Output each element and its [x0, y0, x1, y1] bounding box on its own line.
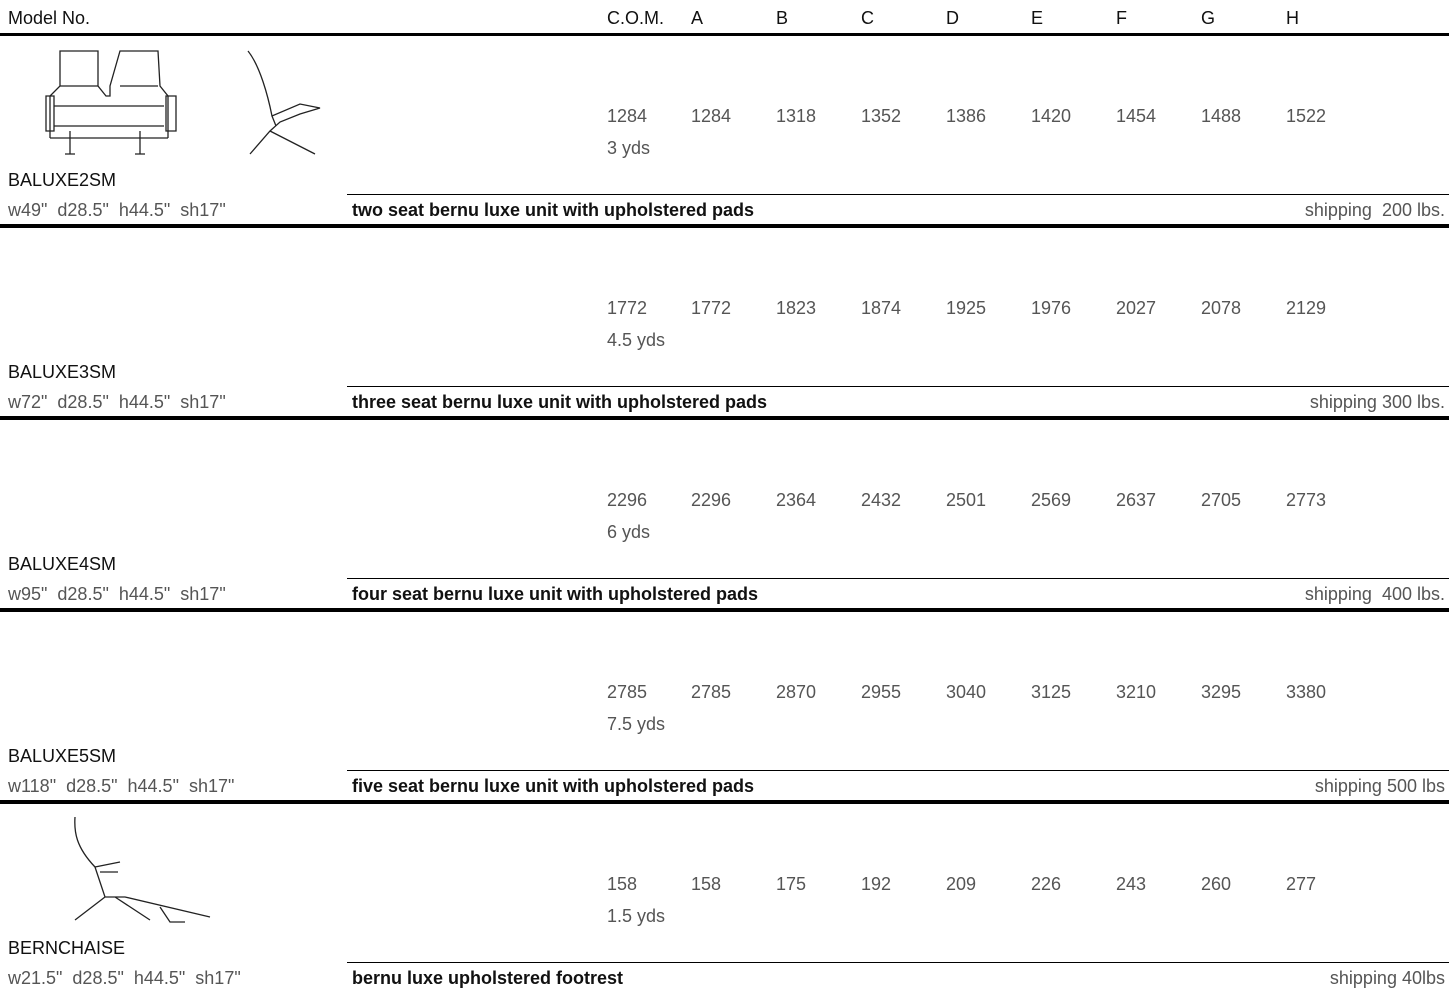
- price: 3210: [1116, 682, 1157, 702]
- shipping: shipping 300 lbs.: [1309, 392, 1445, 412]
- rule: [0, 224, 1449, 228]
- description: four seat bernu luxe unit with upholster…: [352, 584, 759, 604]
- price: 2296: [691, 490, 732, 510]
- price: 1488: [1201, 106, 1242, 126]
- description: bernu luxe upholstered footrest: [352, 968, 624, 988]
- price: 1352: [861, 106, 902, 126]
- shipping: shipping 40lbs: [1329, 968, 1445, 988]
- column-header: B: [776, 8, 789, 28]
- dimensions: w118" d28.5" h44.5" sh17": [8, 776, 235, 796]
- price: 1386: [946, 106, 987, 126]
- price: 2432: [861, 490, 902, 510]
- column-header: H: [1286, 8, 1299, 28]
- model-number: BERNCHAISE: [8, 938, 126, 958]
- side-sketch: [247, 50, 321, 155]
- price: 3125: [1031, 682, 1072, 702]
- model-number: BALUXE3SM: [8, 362, 117, 382]
- price: 2785: [691, 682, 732, 702]
- description: two seat bernu luxe unit with upholstere…: [352, 200, 755, 220]
- price: 277: [1286, 874, 1317, 894]
- price: 209: [946, 874, 977, 894]
- price: 1318: [776, 106, 817, 126]
- rule: [0, 33, 1449, 36]
- column-header: C.O.M.: [607, 8, 664, 28]
- dimensions: w21.5" d28.5" h44.5" sh17": [8, 968, 241, 988]
- price: 2705: [1201, 490, 1242, 510]
- price: 2773: [1286, 490, 1327, 510]
- column-header: A: [691, 8, 704, 28]
- rule: [347, 194, 1449, 195]
- price: 243: [1116, 874, 1147, 894]
- price: 1420: [1031, 106, 1072, 126]
- header-label: Model No.: [8, 8, 91, 28]
- price: 260: [1201, 874, 1232, 894]
- shipping: shipping 200 lbs.: [1304, 200, 1445, 220]
- dimensions: w49" d28.5" h44.5" sh17": [8, 200, 226, 220]
- column-header: F: [1116, 8, 1127, 28]
- price: 1976: [1031, 298, 1072, 318]
- price: 3380: [1286, 682, 1327, 702]
- description: five seat bernu luxe unit with upholster…: [352, 776, 755, 796]
- model-number: BALUXE4SM: [8, 554, 117, 574]
- com-yards: 4.5 yds: [607, 330, 666, 350]
- price: 2078: [1201, 298, 1242, 318]
- dimensions: w95" d28.5" h44.5" sh17": [8, 584, 226, 604]
- model-number: BALUXE2SM: [8, 170, 117, 190]
- two-seat-sketch: [45, 50, 177, 155]
- com-price: 158: [607, 874, 638, 894]
- price: 2955: [861, 682, 902, 702]
- price: 2129: [1286, 298, 1327, 318]
- description: three seat bernu luxe unit with upholste…: [352, 392, 768, 412]
- price: 1925: [946, 298, 987, 318]
- price: 2501: [946, 490, 987, 510]
- com-yards: 3 yds: [607, 138, 651, 158]
- com-price: 1772: [607, 298, 648, 318]
- com-price: 2296: [607, 490, 648, 510]
- price: 1772: [691, 298, 732, 318]
- price: 158: [691, 874, 722, 894]
- shipping: shipping 500 lbs: [1314, 776, 1445, 796]
- rule: [0, 608, 1449, 612]
- price: 2364: [776, 490, 817, 510]
- chaise-sketch: [74, 816, 211, 923]
- model-number: BALUXE5SM: [8, 746, 117, 766]
- price: 1874: [861, 298, 902, 318]
- price: 1522: [1286, 106, 1327, 126]
- column-header: E: [1031, 8, 1044, 28]
- column-header: G: [1201, 8, 1216, 28]
- rule: [0, 416, 1449, 420]
- rule: [347, 962, 1449, 963]
- price: 1284: [691, 106, 732, 126]
- price: 226: [1031, 874, 1062, 894]
- price: 175: [776, 874, 807, 894]
- price: 2637: [1116, 490, 1157, 510]
- rule: [347, 386, 1449, 387]
- price: 2870: [776, 682, 817, 702]
- rule: [347, 770, 1449, 771]
- price: 1454: [1116, 106, 1157, 126]
- column-header: C: [861, 8, 874, 28]
- rule: [0, 800, 1449, 804]
- com-yards: 6 yds: [607, 522, 651, 542]
- price: 3295: [1201, 682, 1242, 702]
- dimensions: w72" d28.5" h44.5" sh17": [8, 392, 226, 412]
- price: 3040: [946, 682, 987, 702]
- rule: [347, 578, 1449, 579]
- price: 192: [861, 874, 892, 894]
- com-price: 2785: [607, 682, 648, 702]
- com-price: 1284: [607, 106, 648, 126]
- price: 2027: [1116, 298, 1157, 318]
- price: 1823: [776, 298, 817, 318]
- com-yards: 1.5 yds: [607, 906, 666, 926]
- shipping: shipping 400 lbs.: [1304, 584, 1445, 604]
- price: 2569: [1031, 490, 1072, 510]
- column-header: D: [946, 8, 959, 28]
- com-yards: 7.5 yds: [607, 714, 666, 734]
